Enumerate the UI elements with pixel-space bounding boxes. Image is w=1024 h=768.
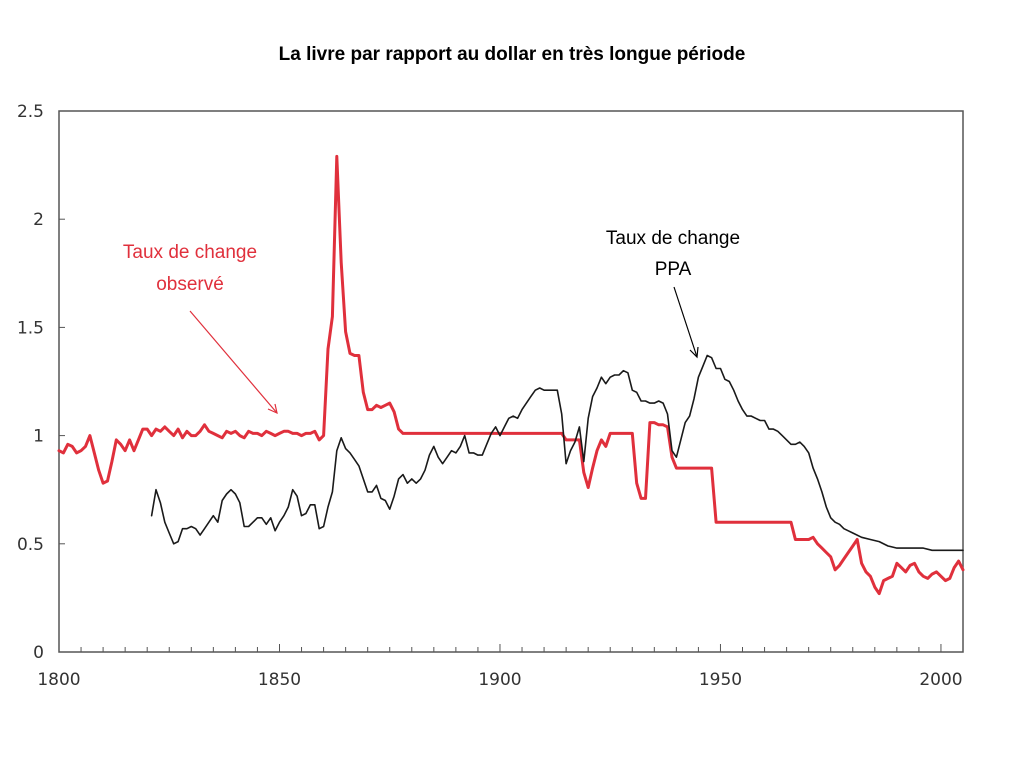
series-line-ppa xyxy=(150,354,964,552)
annotation-observed: Taux de change observé xyxy=(123,242,278,415)
series-layer xyxy=(57,154,965,596)
annotation-ppa-line1: Taux de change xyxy=(606,228,740,249)
y-tick-label: 2 xyxy=(33,210,44,230)
plot-frame xyxy=(58,110,964,653)
y-axis: 0 0.5 1 1.5 2 2.5 xyxy=(17,102,65,663)
chart-title: La livre par rapport au dollar en très l… xyxy=(278,44,746,65)
annotation-observed-line2: observé xyxy=(156,274,224,295)
y-tick-label: 1.5 xyxy=(17,318,44,338)
y-tick-label: 2.5 xyxy=(17,102,44,122)
x-axis: 1800 1850 1900 1950 2000 xyxy=(37,644,964,690)
series-line-observed xyxy=(57,154,965,596)
annotation-ppa-arrowhead xyxy=(689,346,699,359)
y-tick-label: 0 xyxy=(33,643,44,663)
y-tick-label: 0.5 xyxy=(17,535,44,555)
x-tick-label: 1950 xyxy=(699,670,742,690)
y-tick-label: 1 xyxy=(33,427,44,447)
annotation-observed-arrowhead xyxy=(267,403,278,415)
annotation-ppa-arrow xyxy=(673,286,698,358)
x-tick-label: 1850 xyxy=(258,670,301,690)
x-tick-label: 1800 xyxy=(37,670,80,690)
x-tick-label: 1900 xyxy=(478,670,521,690)
x-tick-label: 2000 xyxy=(919,670,962,690)
annotation-ppa-line2: PPA xyxy=(655,259,692,280)
annotation-observed-arrow xyxy=(189,310,278,414)
annotation-observed-line1: Taux de change xyxy=(123,242,257,263)
annotation-ppa: Taux de change PPA xyxy=(606,228,740,359)
